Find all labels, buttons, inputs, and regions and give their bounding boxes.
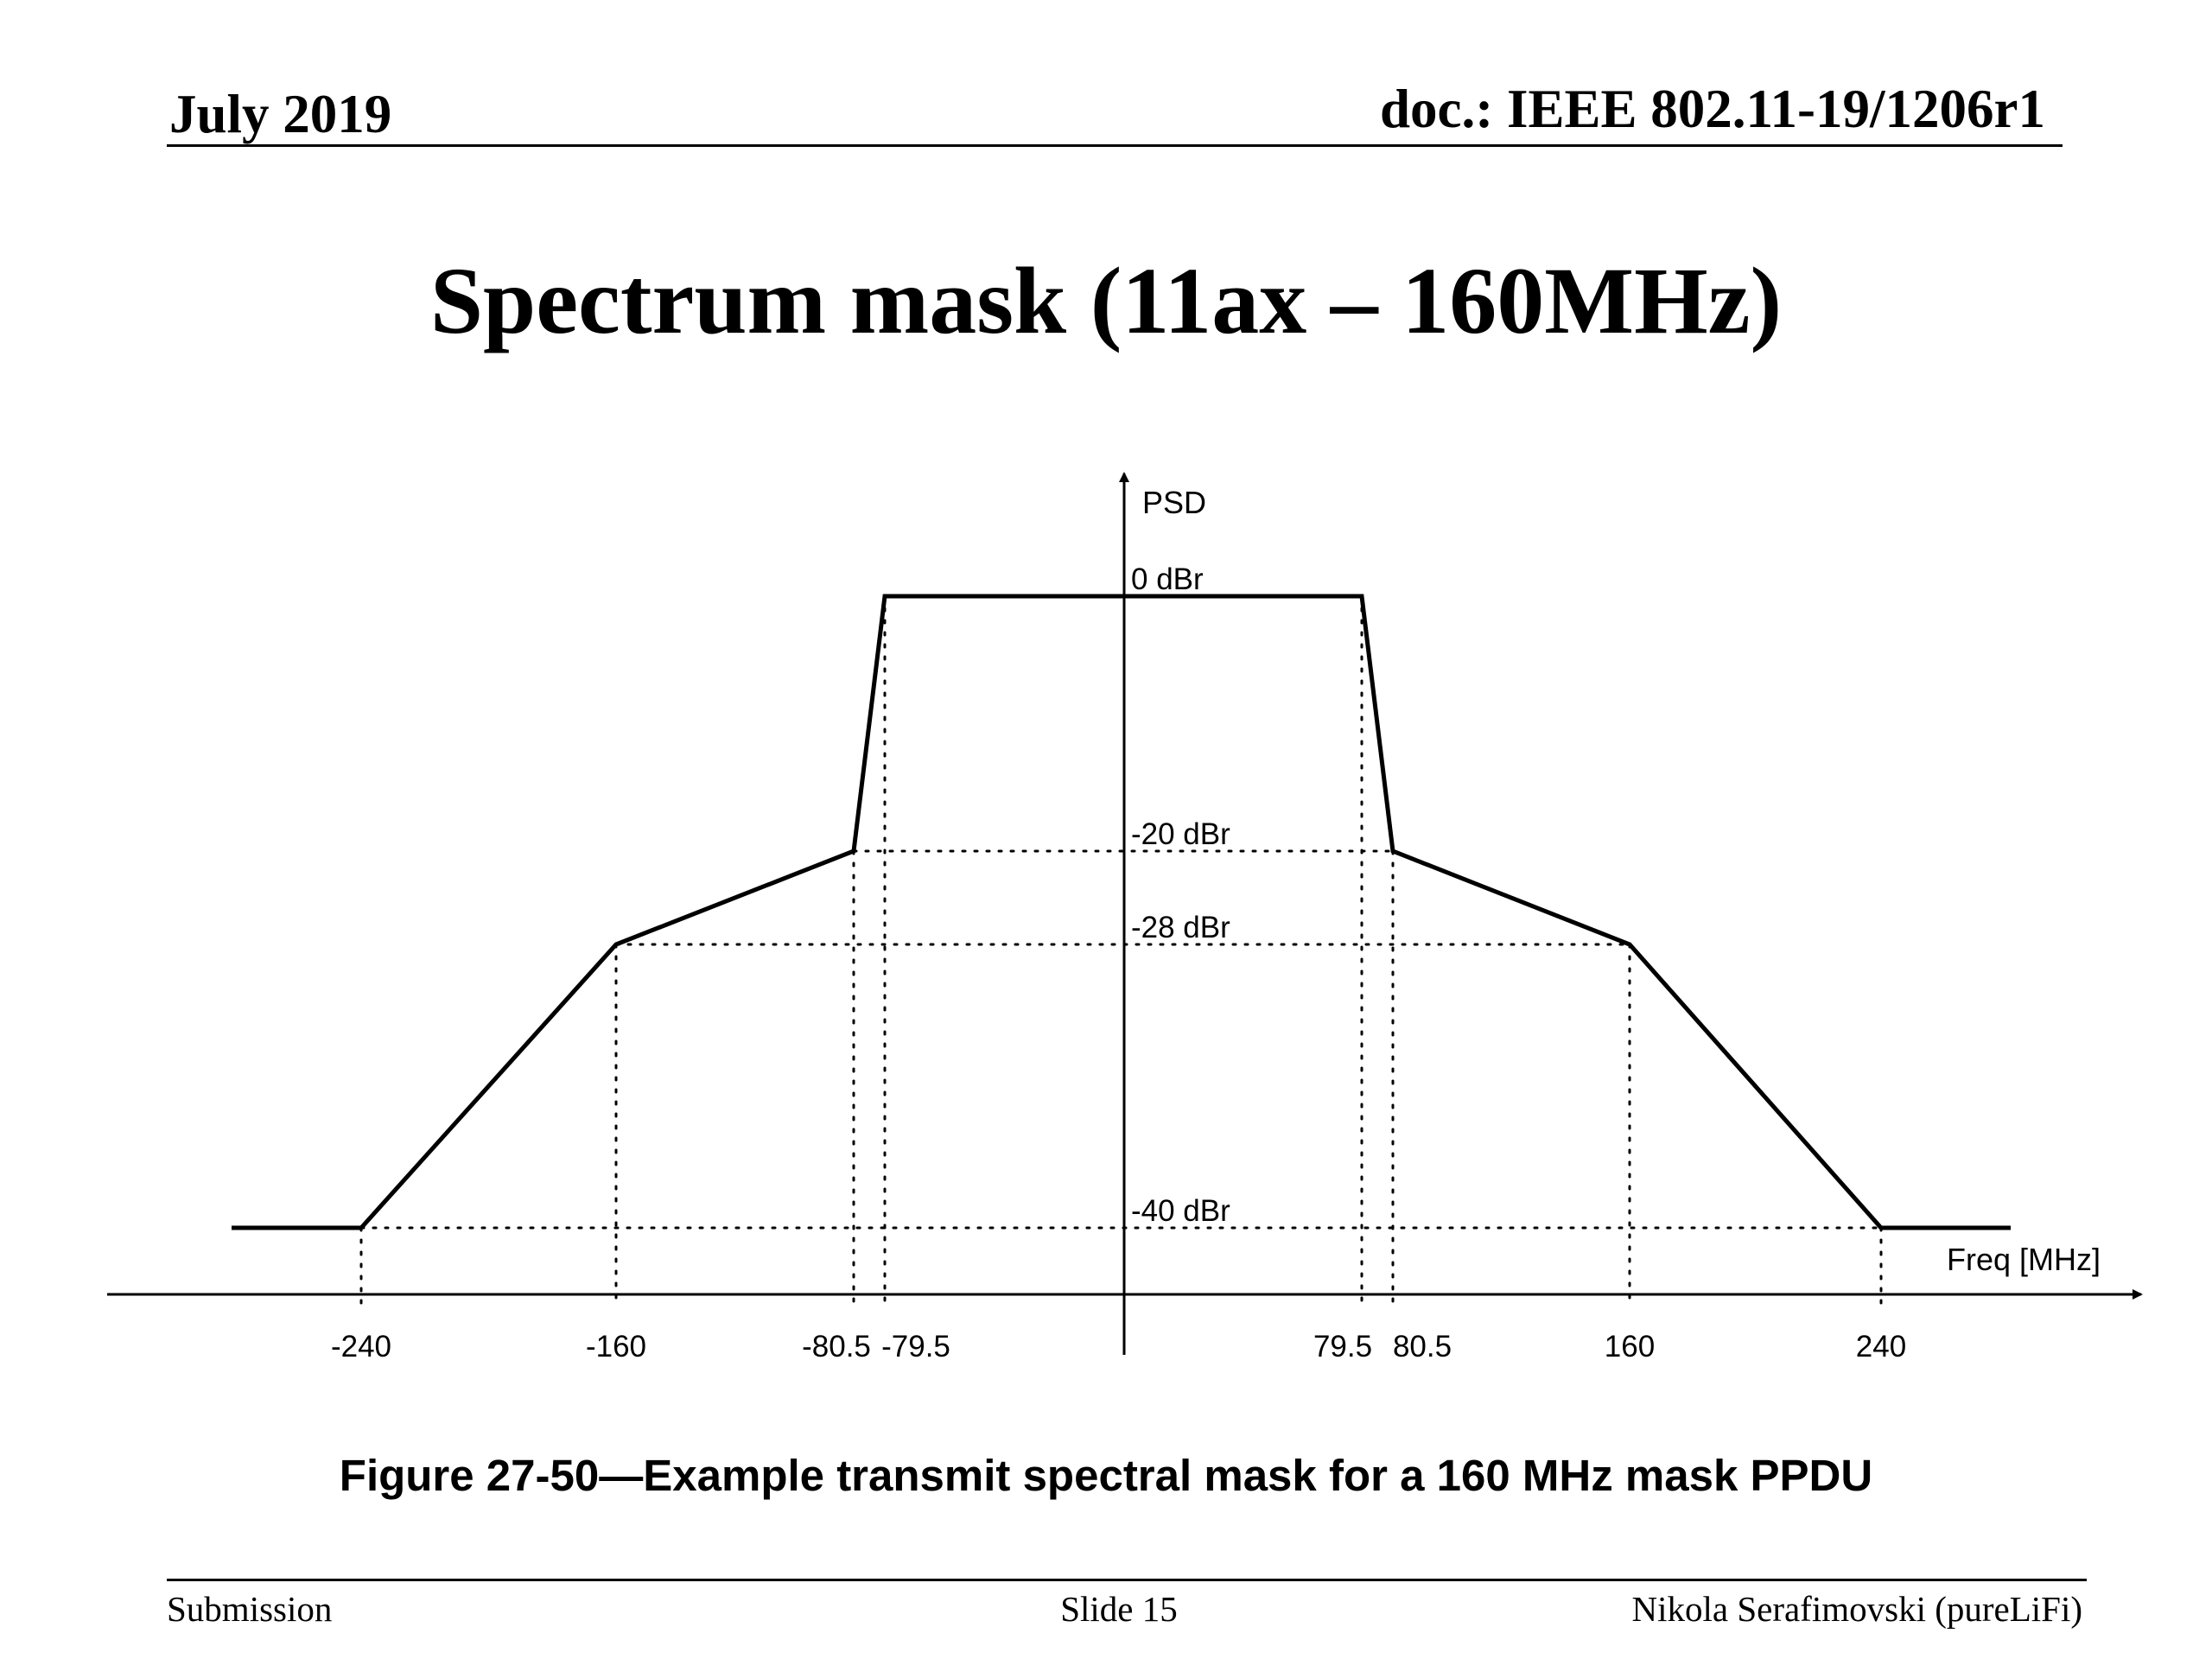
- x-tick-label-neg79_5: -79.5: [881, 1330, 950, 1363]
- header-doc-id: doc.: IEEE 802.11-19/1206r1: [1379, 79, 2045, 139]
- footer-author: Nikola Serafimovski (pureLiFi): [1631, 1589, 2082, 1629]
- footer-slide-number: Slide 15: [1060, 1589, 1178, 1629]
- slide-title: Spectrum mask (11ax – 160MHz): [429, 248, 1783, 353]
- x-tick-label-neg160: -160: [586, 1330, 646, 1363]
- x-tick-label-neg80_5: -80.5: [802, 1330, 871, 1363]
- x-tick-label-neg240: -240: [331, 1330, 391, 1363]
- level-label-neg20: -20 dBr: [1131, 817, 1230, 851]
- level-label-0: 0 dBr: [1131, 563, 1204, 596]
- footer-divider: [167, 1579, 2087, 1581]
- figure-caption: Figure 27-50—Example transmit spectral m…: [340, 1451, 1872, 1500]
- x-tick-label-79_5: 79.5: [1313, 1330, 1372, 1363]
- y-axis-label: PSD: [1142, 485, 1206, 520]
- x-tick-label-80_5: 80.5: [1393, 1330, 1452, 1363]
- level-label-neg28: -28 dBr: [1131, 911, 1230, 944]
- x-axis-label: Freq [MHz]: [1947, 1242, 2101, 1277]
- level-label-neg40: -40 dBr: [1131, 1194, 1230, 1228]
- header-date: July 2019: [169, 84, 392, 144]
- x-tick-label-160: 160: [1605, 1330, 1655, 1363]
- header-divider: [167, 144, 2063, 147]
- footer-submission: Submission: [167, 1589, 333, 1629]
- x-tick-label-240: 240: [1856, 1330, 1906, 1363]
- spectrum-mask-line: [232, 594, 2011, 1230]
